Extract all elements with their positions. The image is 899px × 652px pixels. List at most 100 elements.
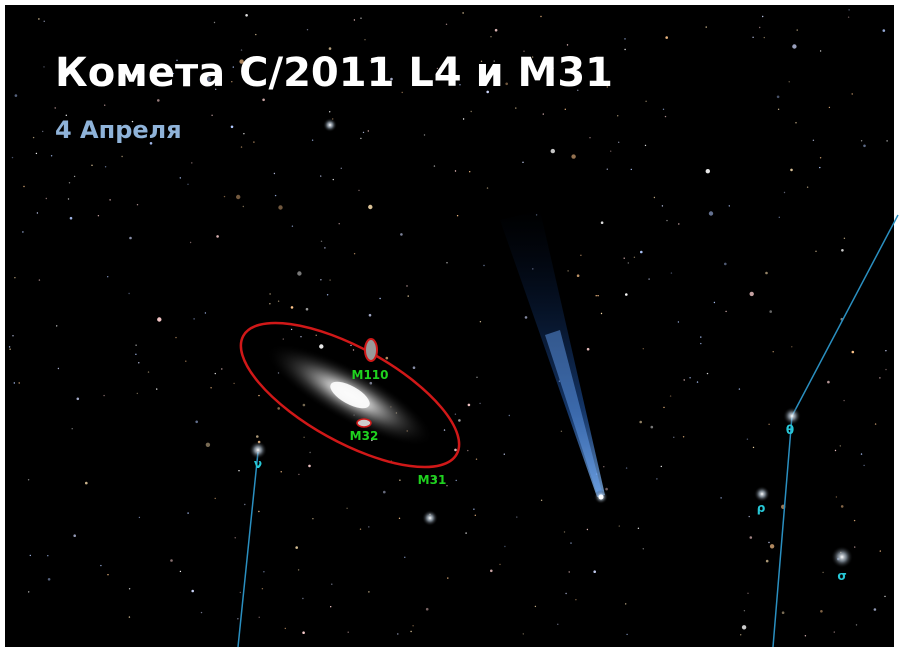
background-star: [576, 274, 580, 278]
background-star: [236, 194, 241, 200]
background-star: [274, 194, 277, 197]
background-star: [855, 624, 858, 626]
background-star: [483, 264, 485, 267]
background-star: [240, 49, 243, 51]
background-star: [534, 605, 537, 608]
background-star: [300, 336, 302, 338]
background-star: [563, 531, 566, 533]
m32-outline: [356, 418, 372, 428]
background-star: [35, 152, 38, 155]
background-star: [580, 254, 582, 256]
background-star: [673, 436, 675, 438]
background-star: [320, 175, 322, 177]
background-star: [191, 589, 194, 593]
background-star: [315, 334, 317, 336]
background-star: [443, 429, 446, 431]
background-star: [107, 574, 109, 576]
background-star: [284, 627, 286, 630]
background-star: [749, 291, 754, 297]
background-star: [104, 166, 107, 168]
background-star: [104, 104, 106, 106]
background-star: [309, 451, 311, 454]
object-label: M31: [418, 473, 447, 487]
background-star: [741, 625, 747, 630]
background-star: [738, 388, 741, 390]
background-star: [258, 394, 260, 397]
background-star: [97, 215, 100, 217]
background-star: [138, 516, 141, 519]
background-star: [352, 349, 355, 351]
background-star: [705, 26, 707, 28]
background-star: [670, 272, 673, 274]
background-star: [531, 56, 534, 58]
object-label: M110: [352, 368, 389, 382]
background-star: [743, 610, 746, 612]
background-star: [696, 381, 699, 383]
background-star: [319, 344, 324, 349]
background-star: [232, 66, 234, 68]
background-star: [390, 77, 393, 81]
background-star: [886, 140, 888, 142]
background-star: [412, 366, 416, 370]
background-star: [245, 14, 248, 17]
background-star: [385, 356, 389, 360]
background-star: [454, 448, 457, 452]
background-star: [22, 231, 24, 233]
background-star: [28, 591, 30, 593]
background-star: [796, 29, 798, 31]
background-star: [136, 204, 139, 206]
background-star: [600, 221, 604, 224]
background-star: [290, 328, 293, 331]
background-star: [752, 36, 754, 38]
background-star: [210, 387, 212, 389]
background-star: [280, 471, 282, 473]
background-star: [244, 503, 246, 506]
background-star: [642, 348, 644, 350]
background-star: [329, 279, 331, 281]
background-star: [157, 99, 160, 102]
background-star: [589, 137, 591, 139]
background-star: [412, 625, 414, 627]
background-star: [297, 271, 302, 276]
background-star: [42, 130, 44, 133]
background-star: [73, 175, 76, 178]
background-star: [642, 548, 644, 550]
background-star: [362, 131, 365, 134]
background-star: [769, 310, 772, 313]
title: Комета C/2011 L4 и M31: [55, 50, 613, 96]
background-star: [324, 247, 326, 249]
background-star: [446, 485, 448, 487]
background-star: [211, 114, 213, 117]
background-star: [700, 336, 702, 338]
background-star: [479, 402, 481, 405]
background-star: [863, 144, 866, 148]
background-star: [812, 139, 815, 141]
bright-stars: [249, 118, 853, 568]
background-star: [136, 392, 138, 395]
background-star: [781, 611, 785, 614]
background-star: [243, 133, 245, 135]
background-star: [792, 44, 797, 49]
background-star: [746, 438, 749, 440]
background-star: [216, 235, 219, 238]
background-star: [131, 120, 134, 123]
background-star: [320, 240, 323, 242]
background-star: [626, 633, 628, 636]
background-star: [303, 436, 305, 438]
background-star: [258, 616, 260, 618]
background-star: [399, 479, 401, 481]
background-star: [713, 301, 716, 304]
background-star: [223, 195, 226, 198]
background-star: [648, 278, 650, 280]
background-star: [338, 223, 340, 225]
background-star: [195, 420, 198, 424]
background-star: [819, 157, 822, 159]
background-star: [860, 140, 863, 142]
object-label: M32: [350, 429, 379, 443]
background-star: [540, 499, 543, 501]
background-star: [57, 367, 60, 370]
background-star: [617, 115, 619, 117]
background-star: [874, 423, 877, 425]
background-star: [371, 439, 373, 442]
background-star: [358, 189, 360, 192]
